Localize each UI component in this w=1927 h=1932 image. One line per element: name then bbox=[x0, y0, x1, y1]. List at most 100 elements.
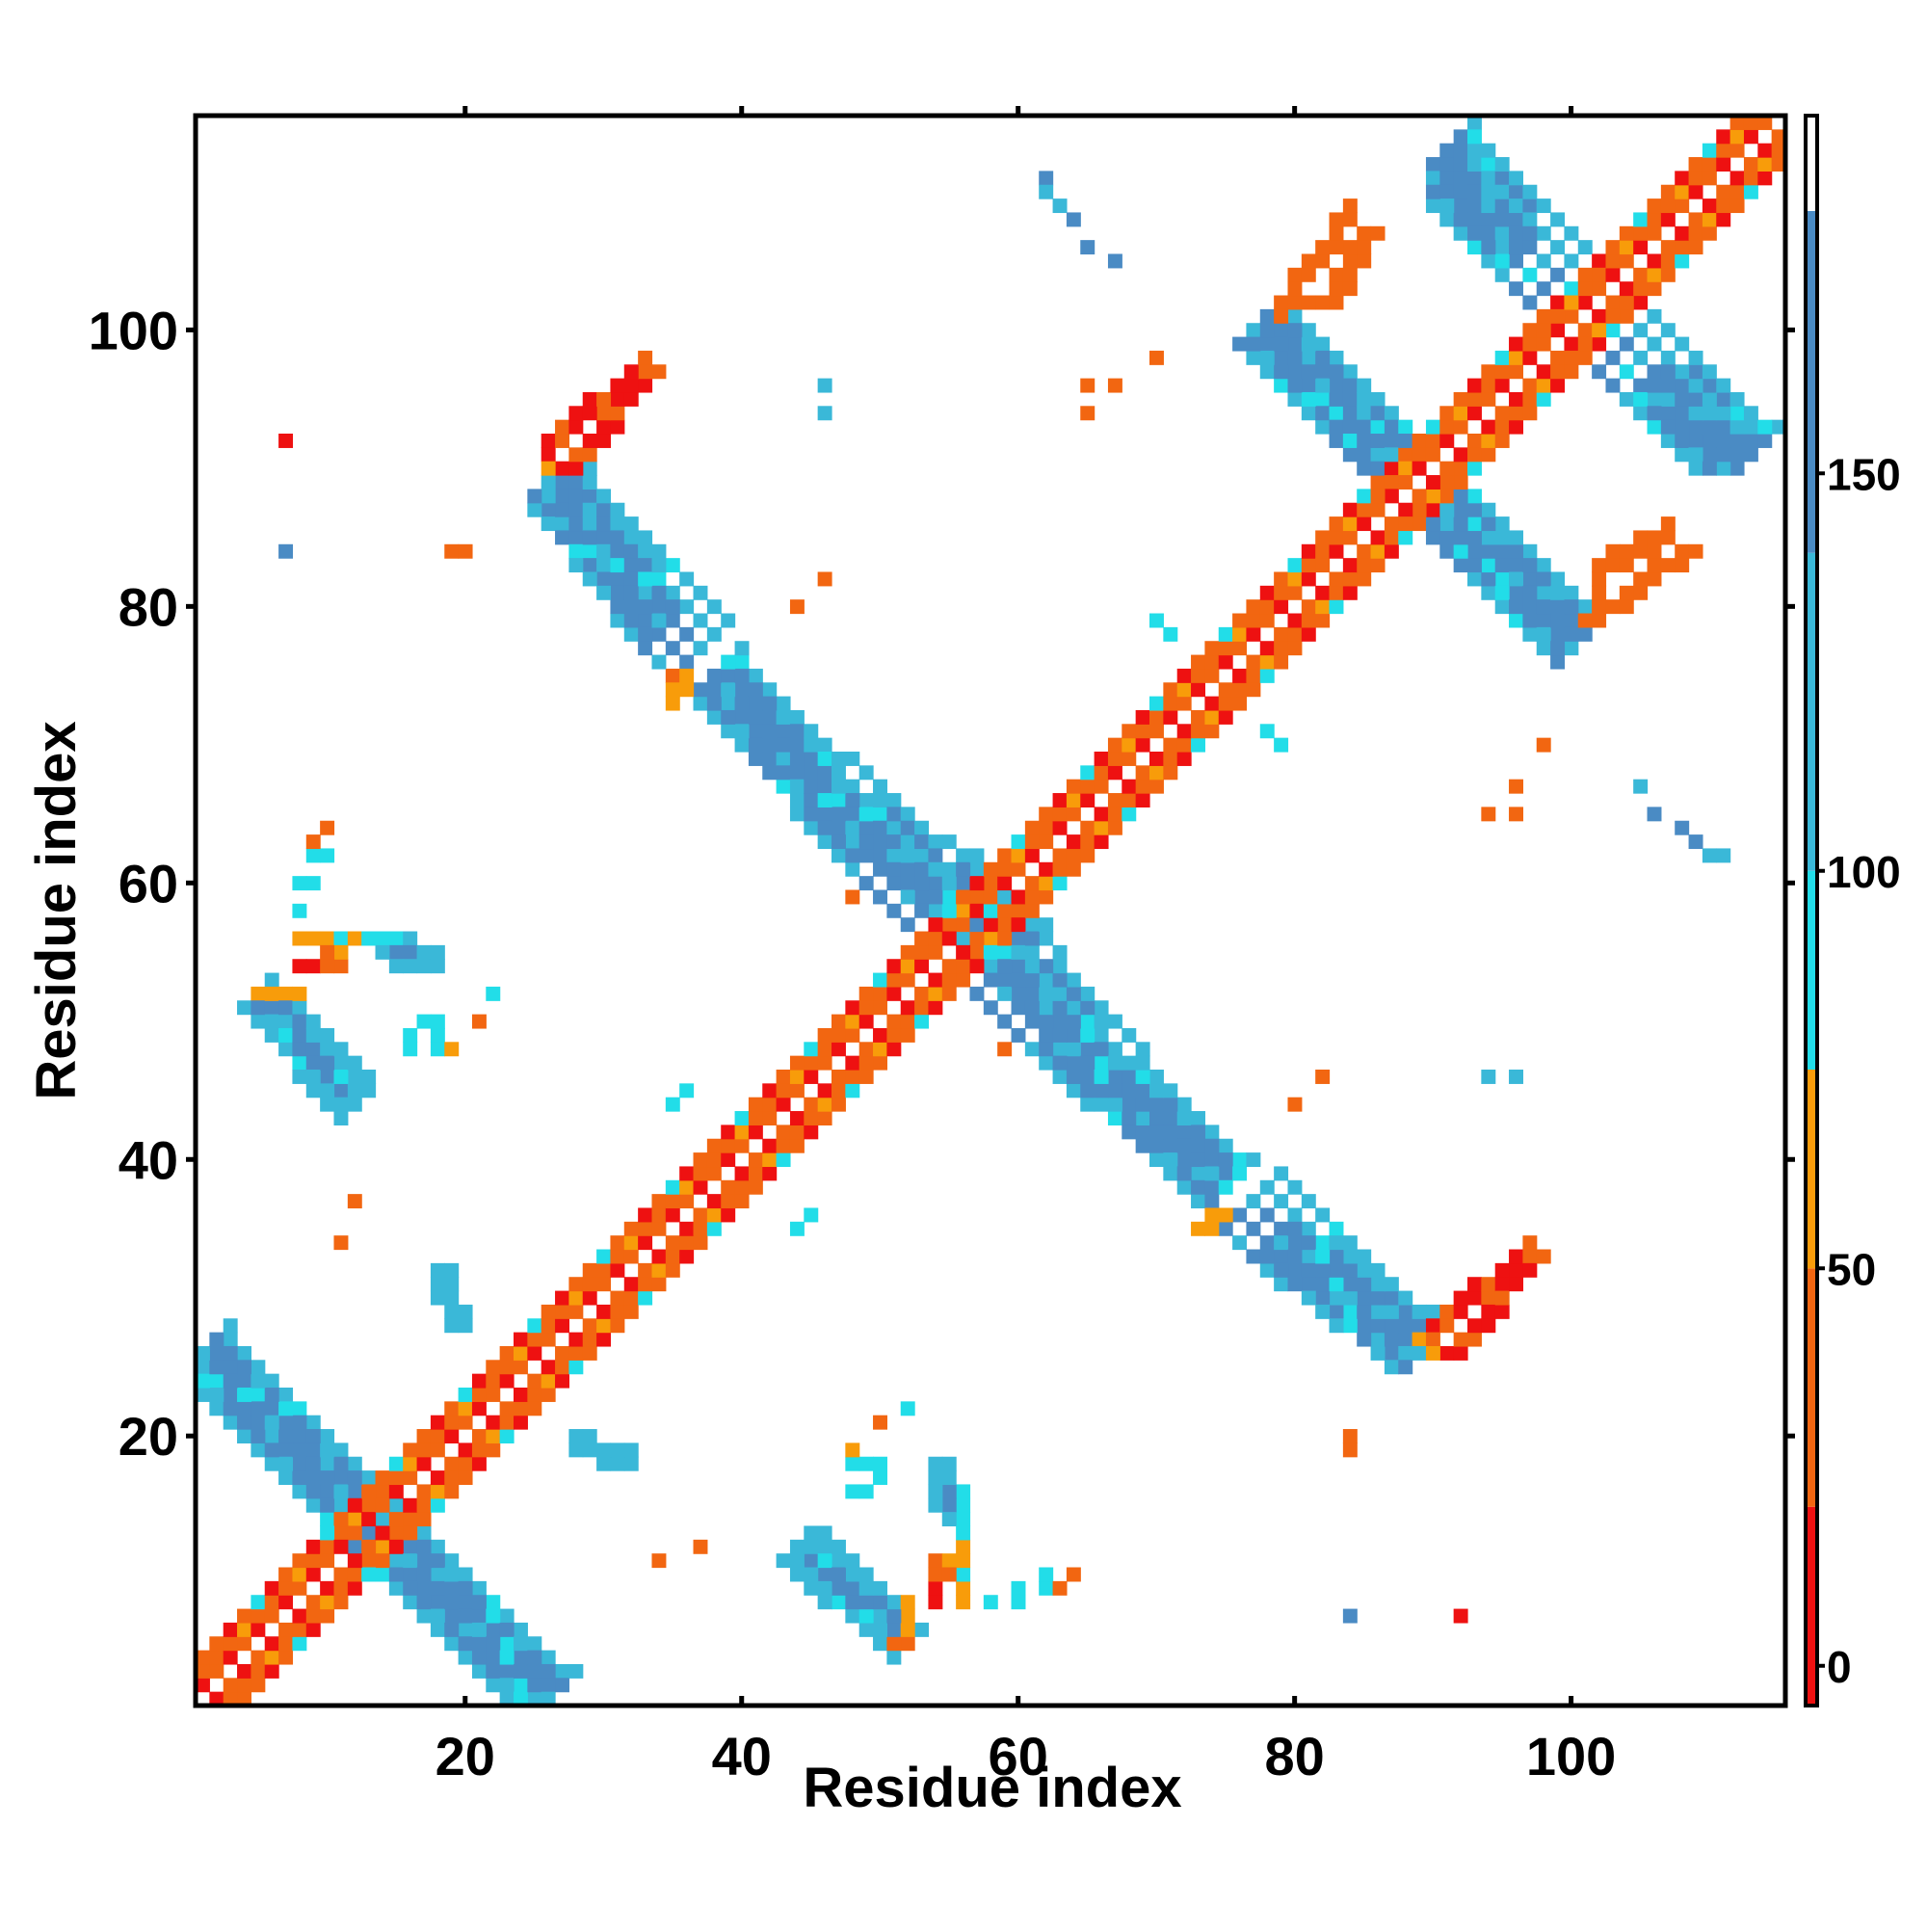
heatmap-cell bbox=[928, 972, 943, 988]
heatmap-cell bbox=[776, 1083, 791, 1098]
heatmap-cell bbox=[679, 1194, 695, 1209]
heatmap-cell bbox=[1342, 502, 1358, 517]
heatmap-cell bbox=[251, 1650, 266, 1665]
heatmap-cell bbox=[651, 1262, 667, 1278]
heatmap-cell bbox=[969, 944, 985, 960]
heatmap-cell bbox=[596, 530, 612, 545]
heatmap-cell bbox=[886, 1595, 902, 1610]
heatmap-cell bbox=[1135, 1097, 1150, 1112]
heatmap-cell bbox=[1066, 834, 1081, 850]
heatmap-cell bbox=[1342, 1235, 1358, 1251]
heatmap-cell bbox=[762, 696, 778, 711]
heatmap-cell bbox=[1176, 682, 1192, 698]
heatmap-cell bbox=[1729, 406, 1745, 421]
heatmap-cell bbox=[1287, 1277, 1303, 1292]
heatmap-cell bbox=[1384, 530, 1399, 545]
heatmap-cell bbox=[237, 1360, 251, 1375]
heatmap-cell bbox=[320, 1083, 335, 1098]
heatmap-cell bbox=[499, 1691, 515, 1707]
heatmap-cell bbox=[1605, 267, 1621, 282]
heatmap-cell bbox=[430, 1608, 445, 1624]
heatmap-cell bbox=[638, 641, 653, 656]
heatmap-cell bbox=[900, 820, 915, 835]
heatmap-cell bbox=[1439, 157, 1455, 172]
heatmap-cell bbox=[1232, 641, 1248, 656]
heatmap-cell bbox=[693, 585, 708, 600]
heatmap-cell bbox=[610, 419, 625, 435]
heatmap-cell bbox=[817, 378, 832, 393]
heatmap-cell bbox=[1191, 709, 1205, 725]
heatmap-cell bbox=[444, 1553, 460, 1569]
heatmap-cell bbox=[734, 641, 750, 656]
heatmap-cell bbox=[430, 959, 445, 974]
heatmap-cell bbox=[333, 931, 349, 946]
heatmap-cell bbox=[1274, 1262, 1289, 1278]
heatmap-cell bbox=[776, 737, 791, 753]
heatmap-cell bbox=[1619, 558, 1634, 573]
heatmap-cell bbox=[444, 1290, 460, 1306]
heatmap-cell bbox=[983, 972, 998, 988]
heatmap-cell bbox=[997, 861, 1013, 877]
heatmap-cell bbox=[1370, 1318, 1386, 1334]
heatmap-cell bbox=[1494, 1262, 1510, 1278]
heatmap-cell bbox=[1688, 157, 1703, 172]
heatmap-cell bbox=[1176, 1138, 1192, 1153]
heatmap-cell bbox=[1024, 1000, 1040, 1016]
heatmap-cell bbox=[832, 1580, 846, 1596]
heatmap-cell bbox=[997, 848, 1013, 863]
heatmap-cell bbox=[1135, 1083, 1150, 1098]
heatmap-cell bbox=[1509, 225, 1523, 241]
heatmap-cell bbox=[1675, 184, 1690, 199]
heatmap-cell bbox=[941, 1497, 957, 1513]
heatmap-cell bbox=[568, 1429, 584, 1443]
heatmap-cell bbox=[1467, 516, 1482, 532]
heatmap-cell bbox=[1024, 986, 1040, 1001]
heatmap-cell bbox=[1550, 378, 1566, 393]
heatmap-cell bbox=[623, 1277, 639, 1292]
heatmap-cell bbox=[1370, 461, 1386, 476]
heatmap-cell bbox=[499, 1401, 515, 1416]
heatmap-cell bbox=[1287, 626, 1303, 642]
heatmap-cell bbox=[333, 1042, 349, 1057]
heatmap-cell bbox=[1024, 889, 1040, 905]
heatmap-cell bbox=[1633, 779, 1649, 794]
heatmap-cell bbox=[1660, 267, 1676, 282]
heatmap-cell bbox=[1743, 184, 1758, 199]
heatmap-cell bbox=[416, 1525, 432, 1541]
heatmap-cell bbox=[969, 876, 985, 891]
heatmap-cell bbox=[347, 1194, 362, 1209]
heatmap-cell bbox=[1039, 917, 1054, 933]
heatmap-cell bbox=[1080, 1027, 1095, 1043]
heatmap-cell bbox=[1357, 434, 1372, 448]
heatmap-cell bbox=[1052, 1070, 1068, 1084]
heatmap-cell bbox=[1315, 295, 1331, 310]
heatmap-cell bbox=[858, 1456, 874, 1471]
heatmap-cell bbox=[527, 1636, 542, 1652]
heatmap-cell bbox=[1660, 516, 1676, 532]
heatmap-cell bbox=[845, 1442, 860, 1458]
heatmap-cell bbox=[388, 1484, 404, 1499]
heatmap-cell bbox=[817, 737, 832, 753]
heatmap-cell bbox=[1080, 820, 1095, 835]
heatmap-cell bbox=[748, 1097, 763, 1112]
heatmap-cell bbox=[734, 724, 750, 739]
heatmap-cell bbox=[430, 1042, 445, 1057]
heatmap-cell bbox=[941, 1512, 957, 1527]
colorbar-segment bbox=[1806, 1268, 1817, 1507]
heatmap-cell bbox=[305, 1622, 321, 1637]
heatmap-cell bbox=[1702, 198, 1717, 214]
heatmap-cell bbox=[1481, 558, 1496, 573]
heatmap-cell bbox=[1619, 336, 1634, 352]
heatmap-cell bbox=[969, 986, 985, 1001]
heatmap-cell bbox=[1550, 626, 1566, 642]
heatmap-cell bbox=[1342, 1262, 1358, 1278]
heatmap-cell bbox=[928, 1497, 943, 1513]
heatmap-cell bbox=[983, 931, 998, 946]
heatmap-cell bbox=[555, 475, 569, 490]
heatmap-cell bbox=[665, 1097, 680, 1112]
heatmap-cell bbox=[789, 709, 805, 725]
heatmap-cell bbox=[1052, 820, 1068, 835]
heatmap-cell bbox=[1536, 225, 1551, 241]
heatmap-cell bbox=[1301, 1235, 1316, 1251]
heatmap-cell bbox=[610, 516, 625, 532]
